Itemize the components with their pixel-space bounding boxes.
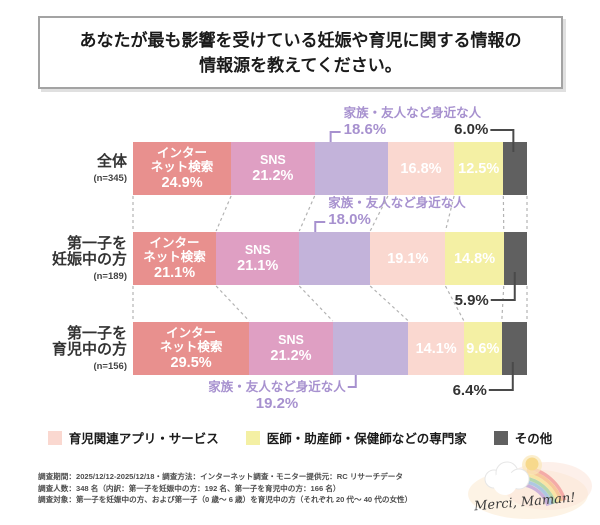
logo-graphic: Merci, Maman! (464, 450, 596, 520)
legend-label: 育児関連アプリ・サービス (69, 428, 219, 447)
category-name: 第一子を (67, 326, 127, 342)
category-label-pregnant-first-child: 第一子を妊娠中の方 (n=189) (0, 232, 127, 285)
category-name: 妊娠中の方 (52, 252, 127, 268)
callout-family-name: 家族・友人など身近な人 (344, 105, 482, 121)
segment-family-friends (333, 322, 409, 375)
segment-name: SNS (260, 153, 286, 167)
survey-period-line: 調査期間：2025/12/12-2025/12/18・調査方法：インターネット調… (38, 471, 412, 483)
callout-family-percent: 19.2% (208, 395, 346, 412)
segment-childcare-apps: 19.1% (370, 232, 445, 285)
segment-experts: 12.5% (454, 142, 503, 195)
legend-item-experts: 医師・助産師・保健師などの専門家 (246, 428, 467, 447)
segment-other (502, 322, 527, 375)
segment-name: ネット検索 (160, 340, 223, 354)
callout-elbow-family (315, 222, 325, 232)
segment-percent: 24.9% (161, 175, 202, 191)
survey-notes: 調査期間：2025/12/12-2025/12/18・調査方法：インターネット調… (38, 471, 412, 506)
sample-size: (n=189) (93, 271, 127, 282)
segment-family-friends (299, 232, 370, 285)
title-line-2: 情報源を教えてください。 (40, 53, 561, 78)
callout-elbow-family (348, 375, 356, 387)
segment-experts: 9.6% (464, 322, 502, 375)
segment-other (503, 142, 527, 195)
segment-name: インター (166, 326, 216, 340)
legend-swatch-experts (246, 431, 260, 445)
segment-family-friends (315, 142, 388, 195)
segment-percent: 21.2% (270, 348, 311, 364)
segment-percent: 12.5% (458, 161, 499, 177)
legend-item-other: その他 (494, 428, 553, 447)
segment-percent: 21.2% (252, 168, 293, 184)
category-label-all: 全体 (n=345) (0, 142, 127, 195)
callout-other-parenting-first-child: 6.4% (453, 383, 487, 398)
legend-swatch-other (494, 431, 508, 445)
callout-elbow-family (331, 132, 341, 142)
dashed-connector (216, 196, 231, 231)
dashed-connector (216, 286, 249, 321)
callout-family-name: 家族・友人など身近な人 (208, 379, 346, 395)
segment-percent: 14.1% (416, 341, 457, 357)
segment-experts: 14.8% (445, 232, 503, 285)
sample-size: (n=345) (93, 173, 127, 184)
segment-childcare-apps: 14.1% (408, 322, 464, 375)
callout-other-all: 6.0% (454, 122, 488, 137)
legend-swatch-childcare-apps (48, 431, 62, 445)
survey-target-line: 調査対象：第一子を妊娠中の方、および第一子（0 歳〜 6 歳）を育児中の方（それ… (38, 494, 412, 506)
segment-name: インター (157, 146, 207, 160)
segment-percent: 21.1% (154, 265, 195, 281)
segment-percent: 19.1% (387, 251, 428, 267)
segment-name: SNS (245, 243, 271, 257)
segment-name: インター (150, 236, 200, 250)
dashed-connector (299, 196, 314, 231)
chart-legend: 育児関連アプリ・サービス 医師・助産師・保健師などの専門家 その他 (0, 428, 600, 447)
survey-question-title: あなたが最も影響を受けている妊娠や育児に関する情報の 情報源を教えてください。 (38, 16, 563, 89)
category-name: 育児中の方 (52, 342, 127, 358)
dashed-connector (299, 286, 332, 321)
segment-childcare-apps: 16.8% (388, 142, 454, 195)
segment-name: SNS (278, 333, 304, 347)
sample-size: (n=156) (93, 361, 127, 372)
segment-other (504, 232, 527, 285)
segment-percent: 9.6% (466, 341, 499, 357)
segment-name: ネット検索 (151, 160, 214, 174)
category-name: 第一子を (67, 236, 127, 252)
segment-percent: 21.1% (237, 258, 278, 274)
callout-family-percent: 18.0% (328, 211, 466, 228)
segment-percent: 14.8% (454, 251, 495, 267)
category-name: 全体 (97, 154, 127, 170)
legend-item-childcare-apps: 育児関連アプリ・サービス (48, 428, 219, 447)
legend-label: その他 (515, 428, 553, 447)
category-label-parenting-first-child: 第一子を育児中の方 (n=156) (0, 322, 127, 375)
survey-count-line: 調査人数：348 名（内訳：第一子を妊娠中の方：192 名、第一子を育児中の方：… (38, 483, 412, 495)
segment-percent: 29.5% (171, 355, 212, 371)
segment-percent: 16.8% (400, 161, 441, 177)
dashed-connector (370, 286, 408, 321)
callout-other-pregnant-first-child: 5.9% (455, 293, 489, 308)
title-line-1: あなたが最も影響を受けている妊娠や育児に関する情報の (40, 28, 561, 53)
segment-name: ネット検索 (143, 250, 206, 264)
dashed-connector (502, 286, 504, 321)
merci-maman-logo: Merci, Maman! (464, 450, 596, 520)
legend-label: 医師・助産師・保健師などの専門家 (267, 428, 467, 447)
callout-family-name: 家族・友人など身近な人 (328, 195, 466, 211)
